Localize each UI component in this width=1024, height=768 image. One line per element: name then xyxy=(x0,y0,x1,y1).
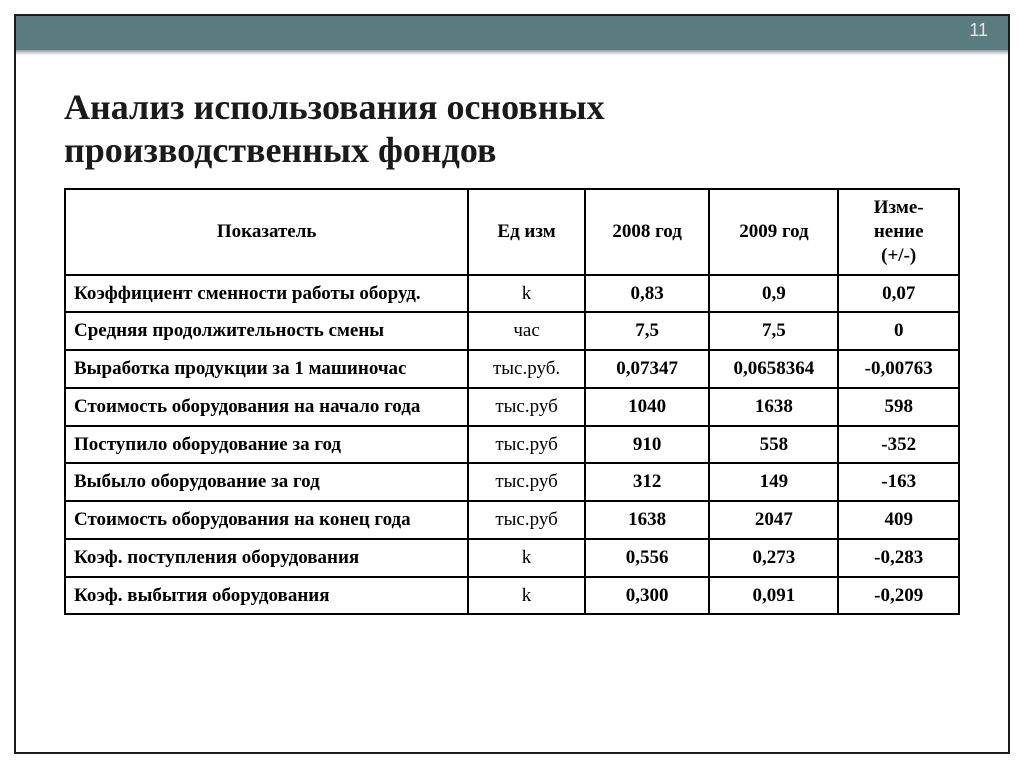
slide-frame: 11 Анализ использования основных произво… xyxy=(14,14,1010,754)
col-change-l3: (+/-) xyxy=(881,245,916,266)
col-indicator: Показатель xyxy=(65,189,468,274)
cell-change: 0 xyxy=(838,312,959,350)
cell-unit: k xyxy=(468,577,584,615)
cell-indicator: Средняя продолжительность смены xyxy=(65,312,468,350)
col-unit: Ед изм xyxy=(468,189,584,274)
cell-unit: k xyxy=(468,275,584,313)
cell-unit: тыс.руб xyxy=(468,426,584,464)
cell-indicator: Стоимость оборудования на конец года xyxy=(65,501,468,539)
top-bar xyxy=(16,16,1008,50)
cell-change: -0,209 xyxy=(838,577,959,615)
table-row: Коэффициент сменности работы оборуд.k0,8… xyxy=(65,275,959,313)
table-row: Выработка продукции за 1 машиночастыс.ру… xyxy=(65,350,959,388)
cell-year2: 558 xyxy=(709,426,838,464)
cell-change: -352 xyxy=(838,426,959,464)
slide-title: Анализ использования основных производст… xyxy=(64,86,960,172)
table-row: Стоимость оборудования на конец годатыс.… xyxy=(65,501,959,539)
cell-indicator: Поступило оборудование за год xyxy=(65,426,468,464)
page-number: 11 xyxy=(969,20,988,41)
cell-indicator: Стоимость оборудования на начало года xyxy=(65,388,468,426)
table-body: Коэффициент сменности работы оборуд.k0,8… xyxy=(65,275,959,615)
table-header-row: Показатель Ед изм 2008 год 2009 год Изме… xyxy=(65,189,959,274)
table-row: Поступило оборудование за годтыс.руб9105… xyxy=(65,426,959,464)
cell-year1: 910 xyxy=(585,426,710,464)
cell-unit: k xyxy=(468,539,584,577)
cell-change: 409 xyxy=(838,501,959,539)
cell-year1: 0,556 xyxy=(585,539,710,577)
cell-change: 0,07 xyxy=(838,275,959,313)
cell-year1: 0,83 xyxy=(585,275,710,313)
cell-unit: тыс.руб xyxy=(468,501,584,539)
table-row: Коэф. поступления оборудованияk0,5560,27… xyxy=(65,539,959,577)
cell-change: -0,283 xyxy=(838,539,959,577)
cell-change: -163 xyxy=(838,463,959,501)
cell-year1: 7,5 xyxy=(585,312,710,350)
cell-year2: 0,091 xyxy=(709,577,838,615)
col-change-l2: нение xyxy=(874,221,924,242)
cell-indicator: Выработка продукции за 1 машиночас xyxy=(65,350,468,388)
table-row: Стоимость оборудования на начало годатыс… xyxy=(65,388,959,426)
title-line-1: Анализ использования основных xyxy=(64,87,605,127)
col-year2: 2009 год xyxy=(709,189,838,274)
analysis-table: Показатель Ед изм 2008 год 2009 год Изме… xyxy=(64,188,960,615)
cell-year1: 1638 xyxy=(585,501,710,539)
cell-change: 598 xyxy=(838,388,959,426)
table-row: Коэф. выбытия оборудованияk0,3000,091-0,… xyxy=(65,577,959,615)
cell-year2: 149 xyxy=(709,463,838,501)
cell-indicator: Коэффициент сменности работы оборуд. xyxy=(65,275,468,313)
table-row: Средняя продолжительность сменычас7,57,5… xyxy=(65,312,959,350)
cell-year1: 312 xyxy=(585,463,710,501)
cell-year2: 0,0658364 xyxy=(709,350,838,388)
slide-content: Анализ использования основных производст… xyxy=(64,86,960,615)
cell-unit: тыс.руб. xyxy=(468,350,584,388)
cell-year2: 7,5 xyxy=(709,312,838,350)
cell-year2: 0,273 xyxy=(709,539,838,577)
cell-unit: час xyxy=(468,312,584,350)
cell-year2: 2047 xyxy=(709,501,838,539)
col-change: Изме- нение (+/-) xyxy=(838,189,959,274)
cell-year1: 1040 xyxy=(585,388,710,426)
cell-year2: 0,9 xyxy=(709,275,838,313)
top-bar-shadow xyxy=(16,50,1008,56)
col-change-l1: Изме- xyxy=(874,197,924,218)
cell-year1: 0,07347 xyxy=(585,350,710,388)
cell-unit: тыс.руб xyxy=(468,388,584,426)
cell-indicator: Коэф. поступления оборудования xyxy=(65,539,468,577)
col-year1: 2008 год xyxy=(585,189,710,274)
cell-change: -0,00763 xyxy=(838,350,959,388)
title-line-2: производственных фондов xyxy=(64,130,496,170)
cell-unit: тыс.руб xyxy=(468,463,584,501)
table-row: Выбыло оборудование за годтыс.руб312149-… xyxy=(65,463,959,501)
cell-year2: 1638 xyxy=(709,388,838,426)
cell-indicator: Выбыло оборудование за год xyxy=(65,463,468,501)
cell-indicator: Коэф. выбытия оборудования xyxy=(65,577,468,615)
cell-year1: 0,300 xyxy=(585,577,710,615)
